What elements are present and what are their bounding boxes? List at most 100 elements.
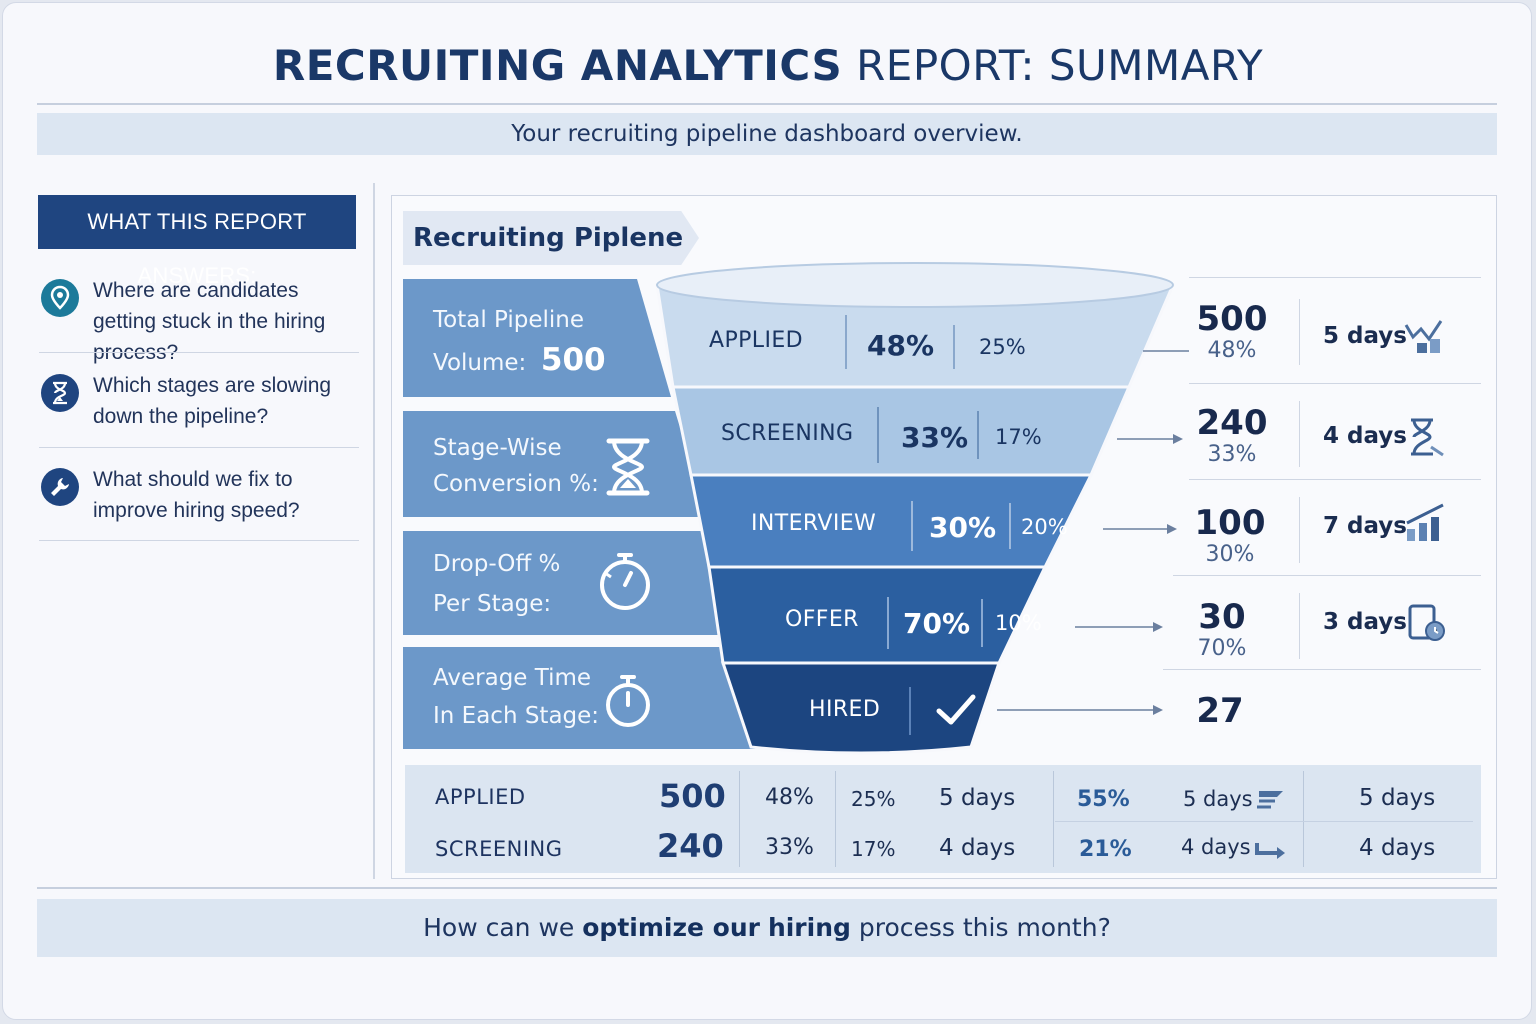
metric-line1: Average Time — [433, 665, 592, 691]
metric-average-time: Average Time In Each Stage: — [403, 647, 777, 749]
count-percent: 33% — [1207, 442, 1257, 467]
wrench-icon — [41, 468, 79, 506]
band-conversion: 33% — [901, 421, 969, 454]
footer-bold: optimize our — [582, 913, 760, 942]
question-text: Where are candidates getting stuck in th… — [93, 279, 326, 364]
row-extra-time: 4 days — [1181, 835, 1251, 859]
count-value: 27 — [1196, 691, 1244, 731]
row-stage: APPLIED — [435, 785, 526, 809]
band-separator — [911, 501, 913, 551]
timer-icon — [597, 549, 653, 617]
table-divider — [1053, 771, 1054, 867]
band-label: OFFER — [785, 607, 859, 632]
band-label: APPLIED — [709, 328, 803, 353]
footer-text: How can we — [423, 913, 575, 942]
table-divider — [1303, 771, 1304, 867]
footer-bold: hiring — [767, 913, 851, 942]
pipeline-tab[interactable]: Recruiting Piplene — [403, 211, 699, 265]
band-separator — [953, 325, 955, 369]
divider — [39, 540, 359, 541]
band-separator — [981, 599, 983, 647]
hourglass-icon — [603, 437, 653, 501]
band-separator — [887, 597, 889, 649]
count-value: 30 — [1198, 597, 1246, 637]
metric-dropoff: Drop-Off % Per Stage: — [403, 531, 741, 635]
divider — [1189, 479, 1481, 480]
divider — [1173, 575, 1481, 576]
stage-count: 100 30% — [1175, 505, 1285, 569]
connector-arrows — [1103, 350, 1189, 534]
band-conversion: 48% — [867, 329, 935, 362]
stage-count: 30 70% — [1167, 599, 1277, 663]
avg-time: 3 days — [1323, 609, 1407, 635]
divider — [1299, 497, 1300, 563]
count-percent: 70% — [1197, 636, 1247, 661]
metric-total-volume: Total Pipeline Volume: 500 — [403, 279, 671, 397]
title-divider — [37, 103, 1497, 105]
answers-header: WHAT THIS REPORT ANSWERS: — [38, 195, 356, 288]
row-final-time: 5 days — [1359, 785, 1436, 811]
question-item: What should we fix to improve hiring spe… — [39, 464, 359, 534]
row-count: 500 — [659, 777, 726, 815]
table-divider — [835, 771, 836, 867]
metric-line2: Per Stage: — [433, 591, 552, 617]
metric-line2: Volume: — [433, 350, 527, 376]
avg-time: 7 days — [1323, 513, 1407, 539]
pipeline-tab-label: Recruiting Piplene — [413, 223, 684, 253]
check-icon — [935, 691, 977, 733]
question-item: Which stages are slowing down the pipeli… — [39, 370, 359, 440]
footer-question: How can we optimize our hiring process t… — [37, 899, 1497, 957]
divider — [1163, 669, 1481, 670]
count-value: 500 — [1196, 299, 1268, 339]
hourglass-icon — [41, 374, 79, 412]
band-label: HIRED — [809, 697, 881, 722]
row-time: 5 days — [939, 785, 1016, 811]
band-dropoff: 25% — [979, 335, 1026, 359]
count-percent: 30% — [1205, 542, 1255, 567]
band-dropoff: 17% — [995, 425, 1042, 449]
band-conversion: 30% — [929, 511, 997, 544]
band-label: INTERVIEW — [751, 511, 877, 536]
stage-count: 500 48% — [1177, 301, 1287, 365]
row-dropoff: 25% — [851, 787, 896, 811]
metric-value: 500 — [540, 342, 606, 378]
page-title: RECRUITING ANALYTICS REPORT: SUMMARY — [3, 41, 1531, 90]
funnel-rim — [656, 262, 1174, 308]
footer-text: process this month? — [858, 913, 1111, 942]
question-text: Which stages are slowing down the pipeli… — [93, 374, 332, 428]
sidebar-divider — [373, 183, 375, 879]
row-extra-percent: 21% — [1079, 837, 1132, 862]
bottom-divider — [37, 887, 1497, 889]
divider — [1299, 593, 1300, 659]
row-conversion: 48% — [765, 785, 814, 810]
divider — [1299, 299, 1300, 365]
title-light: REPORT: SUMMARY — [856, 41, 1264, 90]
funnel-chart — [655, 262, 1176, 755]
location-pin-icon — [41, 279, 79, 317]
row-count: 240 — [657, 827, 724, 865]
table-divider — [1055, 821, 1473, 822]
band-label: SCREENING — [721, 421, 854, 446]
metric-line1: Total Pipeline — [433, 307, 585, 333]
band-separator — [977, 411, 979, 459]
band-separator — [877, 407, 879, 463]
metric-line2: Conversion %: — [433, 471, 599, 497]
metric-stage-conversion: Stage-Wise Conversion %: — [403, 411, 707, 517]
stopwatch-icon — [603, 673, 653, 737]
row-extra-time: 5 days — [1183, 787, 1253, 811]
summary-table — [405, 765, 1481, 873]
row-conversion: 33% — [765, 835, 814, 860]
table-divider — [739, 771, 740, 867]
trend-chart-icon — [1403, 317, 1445, 359]
subtitle-bar: Your recruiting pipeline dashboard overv… — [37, 113, 1497, 155]
divider — [39, 447, 359, 448]
metric-line1: Stage-Wise — [433, 435, 562, 461]
funnel-band-hired — [720, 661, 1002, 755]
avg-time: 5 days — [1323, 323, 1407, 349]
divider — [1299, 401, 1300, 467]
metric-line2: In Each Stage: — [433, 703, 600, 729]
question-item: Where are candidates getting stuck in th… — [39, 275, 359, 364]
stage-count: 240 33% — [1177, 405, 1287, 469]
divider — [1189, 277, 1481, 278]
divider — [1189, 383, 1481, 384]
